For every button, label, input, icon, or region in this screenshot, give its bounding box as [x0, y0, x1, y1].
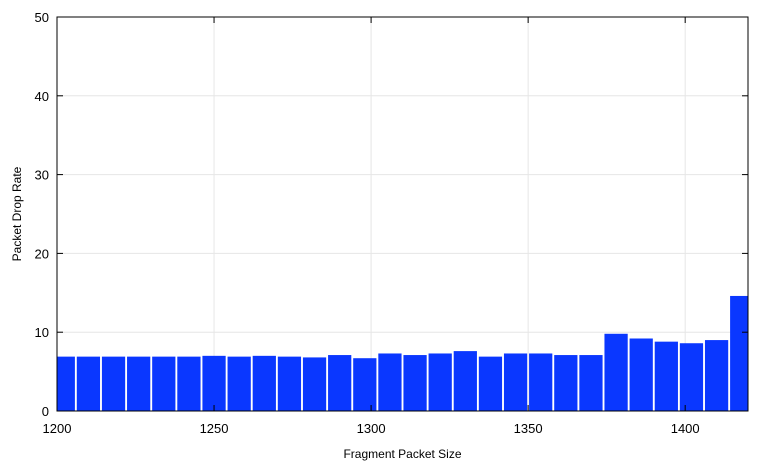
bar	[252, 355, 276, 411]
y-axis-title: Packet Drop Rate	[10, 166, 24, 261]
axis-ticks: 1200 1250 1300 1350 1400 0 10 20 30 40 50	[35, 10, 748, 436]
y-tick-label: 40	[35, 89, 49, 104]
y-tick-label: 0	[42, 404, 49, 419]
bar	[177, 356, 201, 411]
bar	[353, 358, 377, 411]
bar	[453, 351, 477, 411]
bar	[227, 356, 251, 411]
bar	[403, 355, 427, 411]
x-axis-title: Fragment Packet Size	[343, 447, 461, 461]
bar	[101, 356, 126, 411]
x-tick-label: 1250	[200, 421, 229, 436]
bar	[378, 353, 402, 411]
x-tick-label: 1350	[514, 421, 543, 436]
bar	[428, 353, 452, 411]
x-tick-label: 1300	[357, 421, 386, 436]
x-tick-label: 1200	[43, 421, 72, 436]
x-tick-label: 1400	[671, 421, 700, 436]
grid-lines	[57, 17, 748, 411]
bar-series	[57, 295, 748, 411]
bar	[328, 355, 352, 411]
y-tick-label: 10	[35, 325, 49, 340]
bar	[654, 341, 678, 411]
bar	[127, 356, 151, 411]
bar	[629, 338, 653, 411]
bar	[76, 356, 101, 411]
bar	[277, 356, 302, 411]
bar	[730, 295, 748, 411]
y-tick-label: 20	[35, 246, 49, 261]
y-tick-label: 30	[35, 168, 49, 183]
bar	[202, 355, 226, 411]
bar	[579, 355, 603, 411]
bar	[604, 333, 628, 411]
bar	[529, 353, 553, 411]
bar	[554, 355, 578, 411]
bar	[503, 353, 528, 411]
bar	[152, 356, 176, 411]
bar	[302, 357, 327, 411]
plot-frame	[56, 16, 749, 412]
bar	[57, 356, 75, 411]
bar	[478, 356, 503, 411]
bar	[704, 340, 729, 411]
y-tick-label: 50	[35, 10, 49, 25]
bar	[679, 343, 704, 411]
